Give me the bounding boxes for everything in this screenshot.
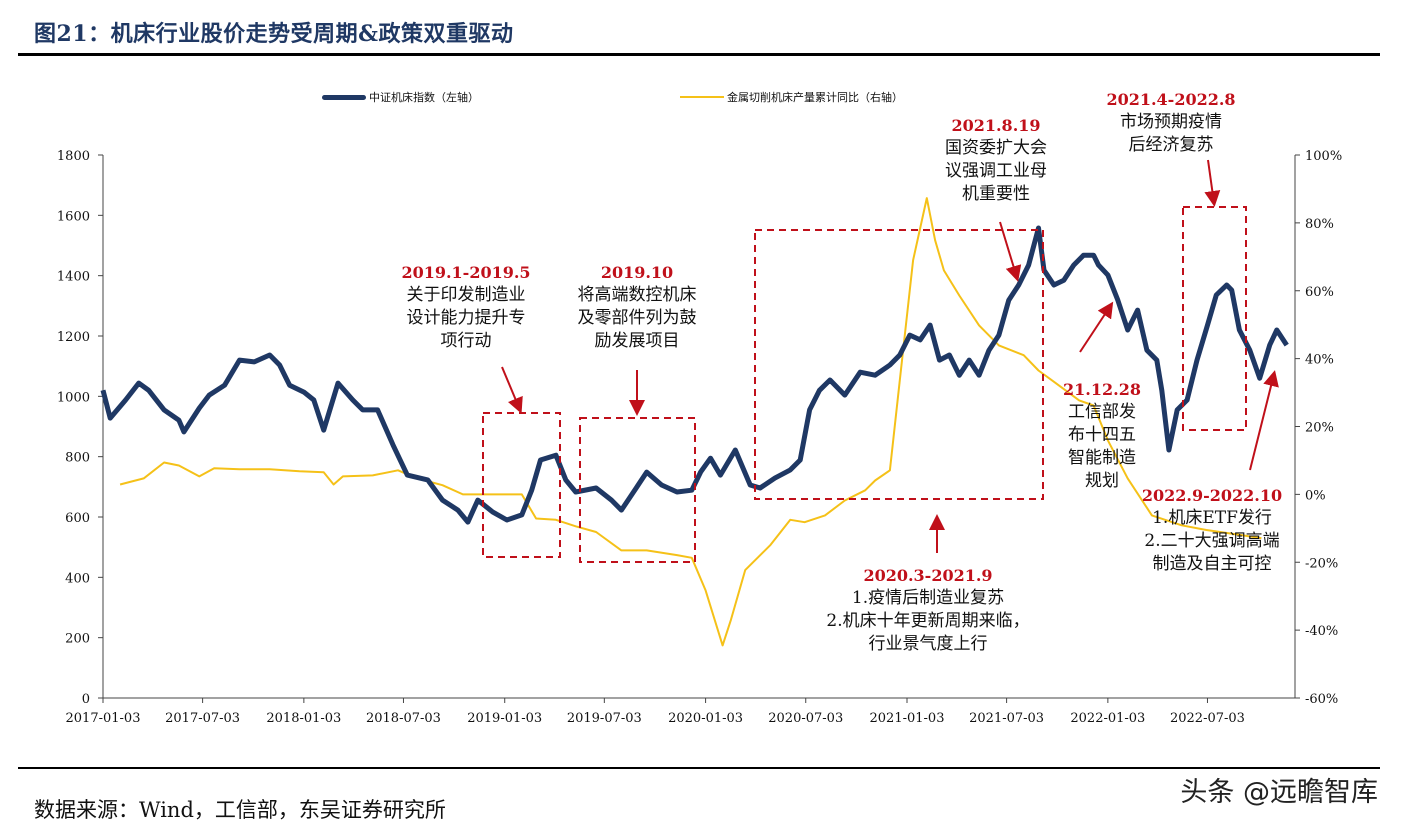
footer-divider <box>18 767 1380 769</box>
annotation-callout: 2022.9-2022.10 1.机床ETF发行 2.二十大强调高端 制造及自主可控 <box>1142 484 1282 576</box>
legend-swatch-production <box>680 96 724 98</box>
right-tick-label: 100% <box>1305 149 1342 164</box>
legend-swatch-index <box>322 94 366 100</box>
left-tick-label: 200 <box>65 632 90 647</box>
annotation-period: 2019.10 <box>600 263 674 282</box>
annotation-period: 2019.1-2019.5 <box>401 263 531 282</box>
x-tick-label: 2022-07-03 <box>1170 711 1245 726</box>
x-tick-label: 2022-01-03 <box>1070 711 1145 726</box>
annotation-text: 布十四五 <box>1068 425 1136 445</box>
left-tick-label: 600 <box>65 511 90 526</box>
data-source: 数据来源：Wind，工信部，东吴证券研究所 <box>34 798 446 822</box>
annotation-callout: 2021.4-2022.8 市场预期疫情 后经济复苏 <box>1106 88 1235 157</box>
right-tick-label: -40% <box>1305 624 1338 639</box>
highlight-box <box>754 229 1044 500</box>
left-tick-label: 800 <box>65 451 90 466</box>
annotation-arrow <box>999 221 1022 282</box>
annotation-period: 2021.8.19 <box>951 116 1041 135</box>
right-tick-label: 80% <box>1305 217 1334 232</box>
left-tick-label: 1800 <box>57 149 90 164</box>
production-yoy-line <box>119 197 1262 647</box>
annotation-period: 2020.3-2021.9 <box>863 566 993 585</box>
right-tick-label: -60% <box>1305 692 1338 707</box>
highlight-box <box>482 412 561 558</box>
annotation-text: 及零部件列为鼓 <box>577 308 697 328</box>
annotation-text: 工信部发 <box>1068 402 1136 422</box>
annotation-callout: 2021.8.19 国资委扩大会 议强调工业母 机重要性 <box>945 114 1047 206</box>
highlight-box <box>579 417 696 563</box>
right-tick-label: -20% <box>1305 556 1338 571</box>
annotation-text: 1.机床ETF发行 <box>1152 508 1272 528</box>
right-tick-label: 20% <box>1305 421 1334 436</box>
watermark: 头条 @远瞻智库 <box>1180 777 1378 808</box>
x-tick-label: 2020-01-03 <box>668 711 743 726</box>
machine-tool-index-line <box>100 225 1289 525</box>
x-tick-label: 2018-07-03 <box>366 711 441 726</box>
title-divider <box>18 53 1380 56</box>
annotation-text: 2.二十大强调高端 <box>1144 531 1280 551</box>
annotation-arrow <box>1204 159 1221 207</box>
annotation-callout: 21.12.28 工信部发布十四五智能制造规划 <box>1063 378 1141 493</box>
x-tick-label: 2018-01-03 <box>266 711 341 726</box>
x-tick-label: 2019-01-03 <box>467 711 542 726</box>
annotation-callout: 2019.1-2019.5 关于印发制造业 设计能力提升专 项行动 <box>401 261 530 353</box>
annotation-period: 2021.4-2022.8 <box>1106 90 1236 109</box>
annotation-callout: 2019.10 将高端数控机床 及零部件列为鼓 励发展项目 <box>578 261 697 353</box>
left-tick-label: 1200 <box>57 330 90 345</box>
right-tick-label: 0% <box>1305 488 1326 503</box>
x-tick-label: 2021-01-03 <box>870 711 945 726</box>
annotation-text: 机重要性 <box>962 184 1030 204</box>
right-tick-label: 60% <box>1305 285 1334 300</box>
left-tick-label: 1000 <box>57 390 90 405</box>
annotation-period: 21.12.28 <box>1063 380 1141 399</box>
annotation-text: 2.机床十年更新周期来临， <box>826 611 1030 631</box>
annotation-text: 议强调工业母 <box>945 161 1047 181</box>
annotation-text: 后经济复苏 <box>1128 135 1214 155</box>
annotation-callout: 2020.3-2021.9 1.疫情后制造业复苏 2.机床十年更新周期来临， 行业景气… <box>826 564 1029 656</box>
annotation-text: 励发展项目 <box>594 331 680 351</box>
annotation-text: 1.疫情后制造业复苏 <box>851 588 1005 608</box>
annotation-arrow <box>1249 370 1279 471</box>
x-tick-label: 2021-07-03 <box>969 711 1044 726</box>
annotation-text: 智能制造 <box>1068 448 1136 468</box>
left-tick-label: 400 <box>65 571 90 586</box>
annotation-text: 项行动 <box>440 331 492 351</box>
annotation-text: 关于印发制造业 <box>406 285 526 305</box>
x-tick-label: 2017-01-03 <box>66 711 141 726</box>
legend-label-production: 金属切削机床产量累计同比（右轴） <box>727 91 903 104</box>
legend-item-index: 中证机床指数（左轴） <box>322 89 479 105</box>
legend-item-production: 金属切削机床产量累计同比（右轴） <box>680 89 903 105</box>
annotation-arrow <box>1079 301 1114 353</box>
highlight-box <box>1182 206 1247 431</box>
annotation-text: 行业景气度上行 <box>868 634 988 654</box>
annotation-text: 规划 <box>1085 471 1119 491</box>
annotation-text: 设计能力提升专 <box>406 308 526 328</box>
annotation-text: 市场预期疫情 <box>1119 112 1222 132</box>
annotation-text: 国资委扩大会 <box>945 138 1047 158</box>
left-tick-label: 0 <box>82 692 90 707</box>
annotation-text: 制造及自主可控 <box>1152 554 1272 574</box>
annotation-text: 将高端数控机床 <box>577 285 697 305</box>
legend-label-index: 中证机床指数（左轴） <box>369 91 479 104</box>
left-tick-label: 1400 <box>57 270 90 285</box>
x-tick-label: 2019-07-03 <box>567 711 642 726</box>
annotation-arrow <box>501 366 523 414</box>
x-tick-label: 2020-07-03 <box>768 711 843 726</box>
right-tick-label: 40% <box>1305 353 1334 368</box>
x-tick-label: 2017-07-03 <box>165 711 240 726</box>
annotation-period: 2022.9-2022.10 <box>1141 486 1283 505</box>
left-tick-label: 1600 <box>57 209 90 224</box>
figure-title: 图21：机床行业股价走势受周期&政策双重驱动 <box>34 21 514 47</box>
